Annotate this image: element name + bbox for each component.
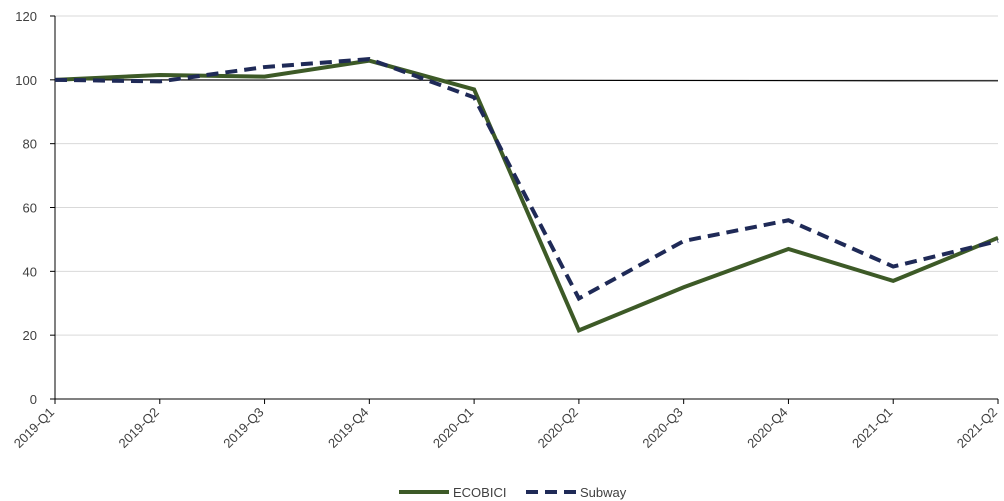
y-tick-label: 20 bbox=[23, 328, 37, 343]
y-tick-label: 120 bbox=[15, 9, 37, 24]
x-tick-label: 2020-Q1 bbox=[430, 405, 476, 451]
x-tick-label: 2019-Q3 bbox=[220, 405, 266, 451]
x-tick-label: 2021-Q1 bbox=[849, 405, 895, 451]
gridlines bbox=[55, 15, 998, 336]
y-tick-label: 100 bbox=[15, 73, 37, 88]
legend-label-ecobici: ECOBICI bbox=[453, 485, 506, 500]
legend-label-subway: Subway bbox=[580, 485, 627, 500]
x-tick-label: 2019-Q4 bbox=[325, 405, 371, 451]
y-tick-label: 80 bbox=[23, 137, 37, 152]
x-tick-label: 2020-Q3 bbox=[639, 405, 685, 451]
reference-line-100 bbox=[54, 79, 999, 82]
x-tick-label: 2021-Q2 bbox=[954, 405, 1000, 451]
y-tick-label: 40 bbox=[23, 264, 37, 279]
x-tick-label: 2019-Q2 bbox=[116, 405, 162, 451]
x-tick-label: 2019-Q1 bbox=[11, 405, 57, 451]
y-tick-label: 60 bbox=[23, 201, 37, 216]
x-tick-label: 2020-Q4 bbox=[744, 405, 790, 451]
y-tick-label: 0 bbox=[30, 392, 37, 407]
series-line-subway bbox=[54, 57, 999, 302]
x-tick-label: 2020-Q2 bbox=[535, 405, 581, 451]
